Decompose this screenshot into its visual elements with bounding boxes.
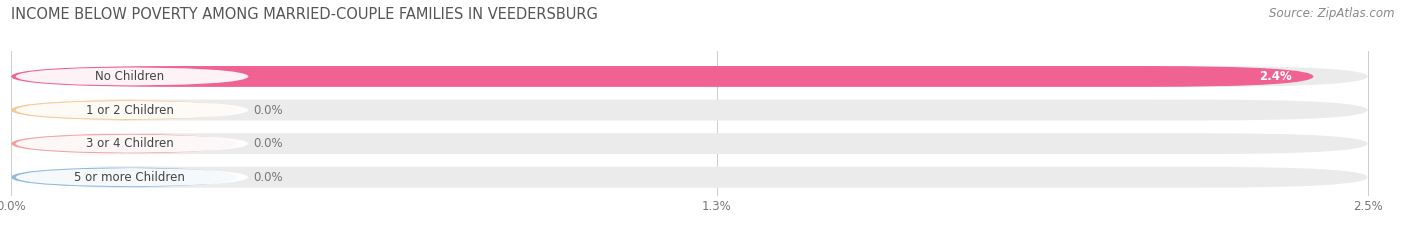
Text: INCOME BELOW POVERTY AMONG MARRIED-COUPLE FAMILIES IN VEEDERSBURG: INCOME BELOW POVERTY AMONG MARRIED-COUPL…	[11, 7, 598, 22]
FancyBboxPatch shape	[15, 101, 249, 120]
FancyBboxPatch shape	[11, 167, 1368, 188]
FancyBboxPatch shape	[11, 66, 1313, 87]
FancyBboxPatch shape	[11, 100, 236, 120]
Text: Source: ZipAtlas.com: Source: ZipAtlas.com	[1270, 7, 1395, 20]
Text: 0.0%: 0.0%	[253, 171, 283, 184]
FancyBboxPatch shape	[11, 133, 1368, 154]
Text: 0.0%: 0.0%	[253, 137, 283, 150]
Text: 5 or more Children: 5 or more Children	[75, 171, 186, 184]
Text: No Children: No Children	[96, 70, 165, 83]
Text: 1 or 2 Children: 1 or 2 Children	[86, 103, 174, 116]
Text: 2.4%: 2.4%	[1258, 70, 1292, 83]
FancyBboxPatch shape	[15, 67, 249, 86]
FancyBboxPatch shape	[15, 134, 249, 153]
FancyBboxPatch shape	[15, 168, 249, 187]
FancyBboxPatch shape	[11, 167, 236, 188]
FancyBboxPatch shape	[11, 100, 1368, 120]
Text: 3 or 4 Children: 3 or 4 Children	[86, 137, 174, 150]
FancyBboxPatch shape	[11, 133, 236, 154]
FancyBboxPatch shape	[11, 66, 1368, 87]
Text: 0.0%: 0.0%	[253, 103, 283, 116]
